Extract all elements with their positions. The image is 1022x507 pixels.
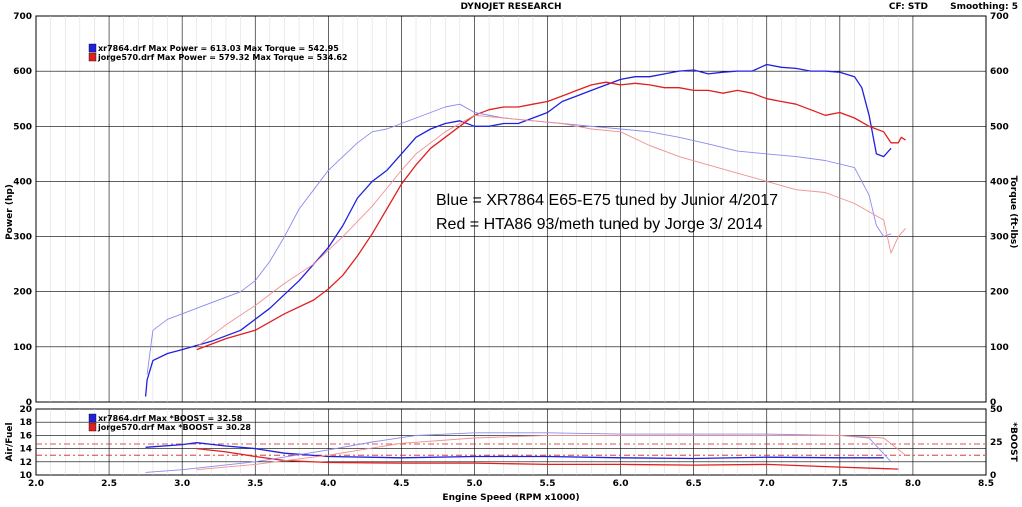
y-tick-label: 500 [13,122,32,132]
y-tick-label: 300 [13,233,32,243]
y-tick-label: 14 [19,445,32,455]
y2-tick-label: 0 [990,398,996,408]
series-line-3 [196,114,906,348]
header-cf: CF: STD [889,2,928,12]
legend-entry: xr7864.drf Max Power = 613.03 Max Torque… [98,44,339,53]
x-tick-label: 2.0 [28,479,44,489]
y2-tick-label: 300 [990,233,1009,243]
legend-swatch [88,413,97,423]
plot-area [35,15,987,403]
y2-tick-label: 0 [990,471,996,481]
legend-swatch [88,43,97,53]
y-tick-label: 400 [13,177,32,187]
y-tick-label: 0 [26,398,32,408]
y-tick-label: 12 [19,458,32,468]
y2-tick-label: 400 [990,177,1009,187]
y-tick-label: 18 [19,418,32,428]
y2-tick-label: 700 [990,12,1009,22]
y2-tick-label: 600 [990,67,1009,77]
legend-swatch [88,422,97,432]
y-tick-label: 10 [19,471,32,481]
x-tick-label: 8.0 [905,479,921,489]
power-torque-panel: 0 100 200 300 400 500 600 700 0 100 200 300 400 500 60… [13,12,1009,408]
y-tick-label: 20 [19,405,32,415]
y-tick-label: 600 [13,67,32,77]
series-line-2 [146,103,892,375]
legend-entry: xr7864.drf Max *BOOST = 32.58 [98,414,243,423]
y2-tick-label: 200 [990,288,1009,298]
y2-tick-label: 50 [990,405,1003,415]
y-axis-label-airfuel: Air/Fuel [5,422,15,461]
y2-tick-label: 500 [990,122,1009,132]
y2-axis-label-boost: *BOOST [1008,422,1018,462]
x-tick-label: 6.0 [613,479,629,489]
legend-entry: jorge570.drf Max Power = 579.32 Max Torq… [97,53,348,62]
legend-swatch [88,52,97,62]
x-tick-label: 3.5 [247,479,263,489]
x-tick-label: 4.0 [320,479,336,489]
y2-tick-label: 100 [990,343,1009,353]
series-line-0 [145,442,884,460]
x-tick-label: 7.5 [832,479,848,489]
y-tick-label: 100 [13,343,32,353]
x-tick-label: 8.5 [978,479,994,489]
x-tick-label: 5.0 [466,479,482,489]
x-axis-label: Engine Speed (RPM x1000) [442,493,579,503]
x-tick-label: 5.5 [540,479,556,489]
y-tick-label: 700 [13,12,32,22]
annotation-text: Red = HTA86 93/meth tuned by Jorge 3/ 20… [436,216,763,233]
series-line-1 [196,81,906,351]
x-tick-label: 4.5 [393,479,409,489]
y-tick-label: 200 [13,288,32,298]
series-line-0 [144,63,892,397]
series-line-3 [196,434,906,471]
y2-axis-label-torque: Torque (ft-lbs) [1008,176,1018,249]
airfuel-boost-panel: 10 12 14 16 18 20 0 25 50 2.0 2.5 3.0 3.5 4.0 4.5 5.0 5.… [19,405,1002,489]
y-axis-label-power: Power (hp) [5,184,15,240]
header-smoothing: Smoothing: 5 [950,2,1018,12]
x-tick-label: 7.0 [759,479,775,489]
x-tick-label: 6.5 [686,479,702,489]
annotation-text: Blue = XR7864 E65-E75 tuned by Junior 4/… [436,192,778,209]
x-tick-label: 3.0 [174,479,190,489]
y2-tick-label: 25 [990,438,1003,448]
legend-entry: jorge570.drf Max *BOOST = 30.28 [97,423,251,432]
x-tick-label: 2.5 [101,479,117,489]
series-line-1 [196,447,899,470]
y-tick-label: 16 [19,431,32,441]
header-title: DYNOJET RESEARCH [460,2,561,12]
